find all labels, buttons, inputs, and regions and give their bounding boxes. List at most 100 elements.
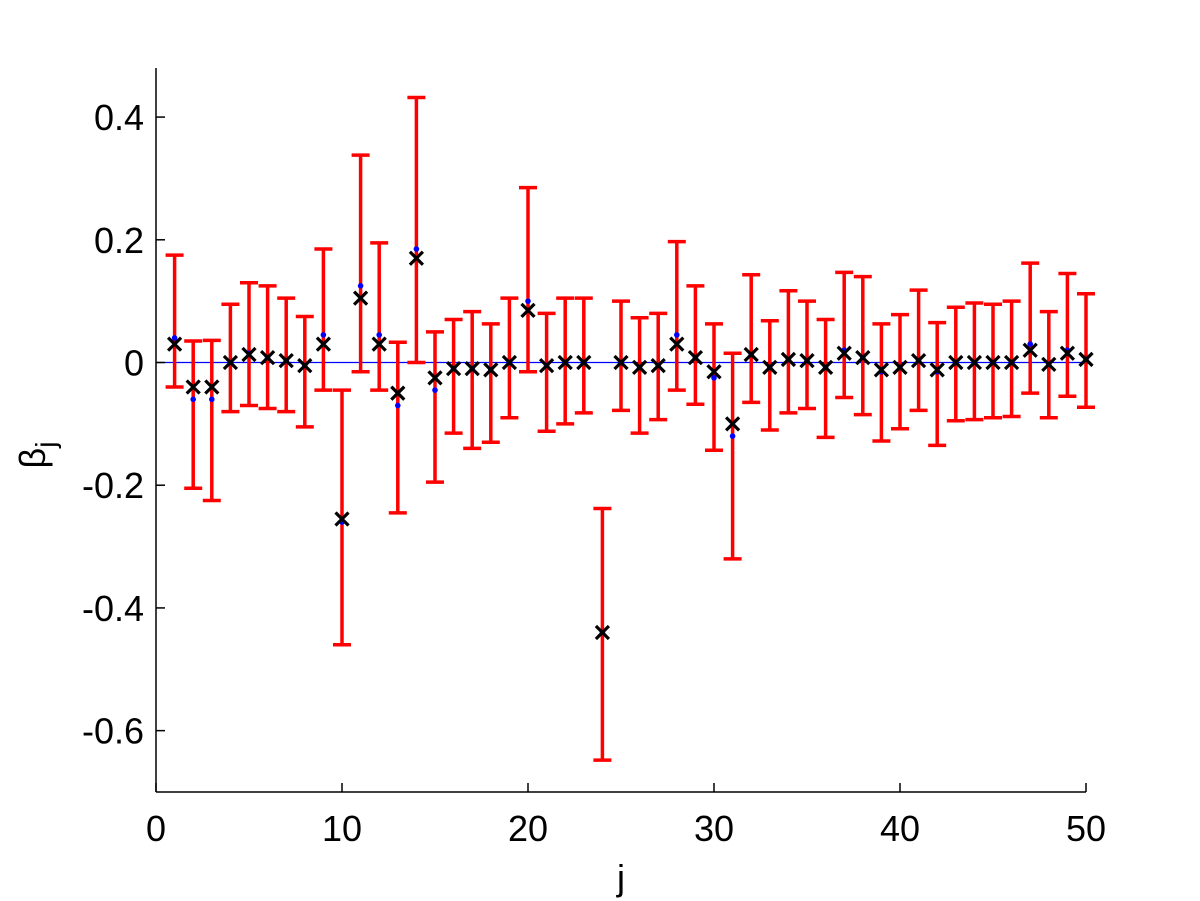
y-tick-label: 0 — [124, 343, 144, 384]
estimate-marker — [520, 302, 536, 318]
estimate-marker — [631, 359, 648, 376]
estimate-marker — [929, 362, 945, 378]
y-tick-label: -0.4 — [82, 588, 144, 629]
data-point-group — [407, 95, 426, 365]
plot-area — [156, 95, 1095, 762]
data-point-group — [277, 296, 296, 414]
estimate-marker — [873, 362, 890, 378]
estimate-marker — [576, 354, 592, 371]
data-point-group — [946, 305, 965, 423]
data-point-group — [1021, 261, 1040, 395]
true-value-marker — [357, 283, 364, 289]
data-point-group — [612, 299, 630, 413]
estimate-marker — [613, 354, 629, 371]
data-point-group — [835, 270, 854, 400]
estimate-marker — [669, 336, 685, 352]
true-value-marker — [171, 335, 178, 341]
estimate-marker — [855, 349, 871, 366]
estimate-marker — [594, 624, 611, 641]
estimate-marker — [650, 357, 666, 374]
estimate-marker — [985, 354, 1001, 371]
x-axis-ticks: 0 10 20 30 40 50 — [146, 783, 1106, 849]
estimate-marker — [352, 290, 369, 306]
true-value-marker — [320, 332, 327, 338]
estimate-marker — [836, 345, 852, 361]
data-point-group — [909, 288, 928, 413]
estimate-marker — [371, 336, 387, 352]
data-point-group — [444, 317, 463, 435]
estimate-marker — [278, 353, 294, 369]
x-tick-label: 0 — [146, 808, 166, 849]
estimate-marker — [1059, 345, 1076, 361]
data-point-group — [1058, 271, 1077, 399]
data-point-group — [351, 153, 370, 374]
estimate-marker — [966, 354, 983, 371]
estimate-marker — [948, 354, 964, 371]
data-point-group — [891, 312, 909, 431]
y-axis-title-base: β — [12, 448, 53, 469]
y-axis-ticks: -0.6 -0.4 -0.2 0 0.2 0.4 — [82, 97, 165, 752]
data-point-group — [574, 296, 593, 415]
estimate-marker — [427, 370, 443, 386]
x-axis-title: j — [616, 857, 625, 898]
estimate-marker — [483, 362, 499, 378]
estimate-marker — [743, 346, 759, 363]
data-point-group — [537, 311, 556, 433]
estimate-marker — [390, 385, 406, 401]
estimate-marker — [408, 250, 425, 266]
data-point-group — [500, 296, 519, 420]
estimate-marker — [706, 364, 722, 380]
estimate-marker — [762, 359, 778, 376]
estimate-marker — [464, 361, 480, 377]
y-axis-title: βj — [12, 442, 61, 469]
estimate-marker — [557, 354, 573, 371]
estimate-marker — [538, 357, 555, 374]
y-tick-label: 0.2 — [94, 220, 144, 261]
data-point-group — [667, 239, 686, 392]
data-point-group — [202, 338, 221, 503]
estimate-marker — [315, 336, 332, 352]
x-tick-label: 40 — [880, 808, 920, 849]
data-point-group — [184, 339, 203, 491]
data-point-group — [463, 309, 482, 451]
estimate-marker — [892, 359, 908, 376]
data-point-group — [686, 284, 705, 406]
data-point-group — [258, 284, 277, 411]
data-point-group — [481, 322, 500, 445]
estimate-marker — [780, 351, 797, 368]
y-axis-title-subscript: j — [30, 442, 61, 449]
data-point-group — [314, 247, 333, 392]
estimate-marker — [1078, 351, 1094, 368]
estimate-marker — [185, 379, 201, 395]
true-value-marker — [395, 402, 401, 409]
data-point-group — [816, 317, 835, 440]
true-value-marker — [413, 246, 420, 252]
data-point-group — [221, 302, 240, 414]
estimate-marker — [334, 511, 350, 527]
estimate-marker — [204, 379, 220, 395]
data-point-group — [370, 241, 389, 392]
y-tick-label: -0.6 — [82, 711, 144, 752]
x-tick-label: 20 — [508, 808, 548, 849]
data-point-group — [240, 280, 258, 408]
true-value-marker — [190, 396, 196, 403]
estimate-marker — [1003, 354, 1020, 371]
data-point-group — [760, 319, 779, 432]
data-point-group — [1077, 292, 1095, 410]
data-point-group — [649, 311, 668, 422]
data-point-group — [742, 273, 761, 405]
true-value-marker — [674, 332, 680, 338]
data-point-group — [928, 320, 947, 448]
true-value-marker — [376, 332, 383, 338]
data-point-group — [798, 299, 816, 411]
true-value-marker — [1027, 341, 1033, 347]
estimate-marker — [1022, 342, 1038, 358]
true-value-marker — [711, 375, 717, 381]
true-value-marker — [525, 298, 531, 304]
data-point-group — [333, 388, 351, 647]
y-tick-label: 0.4 — [94, 97, 144, 138]
x-tick-label: 30 — [694, 808, 734, 849]
data-point-group — [1039, 309, 1058, 420]
